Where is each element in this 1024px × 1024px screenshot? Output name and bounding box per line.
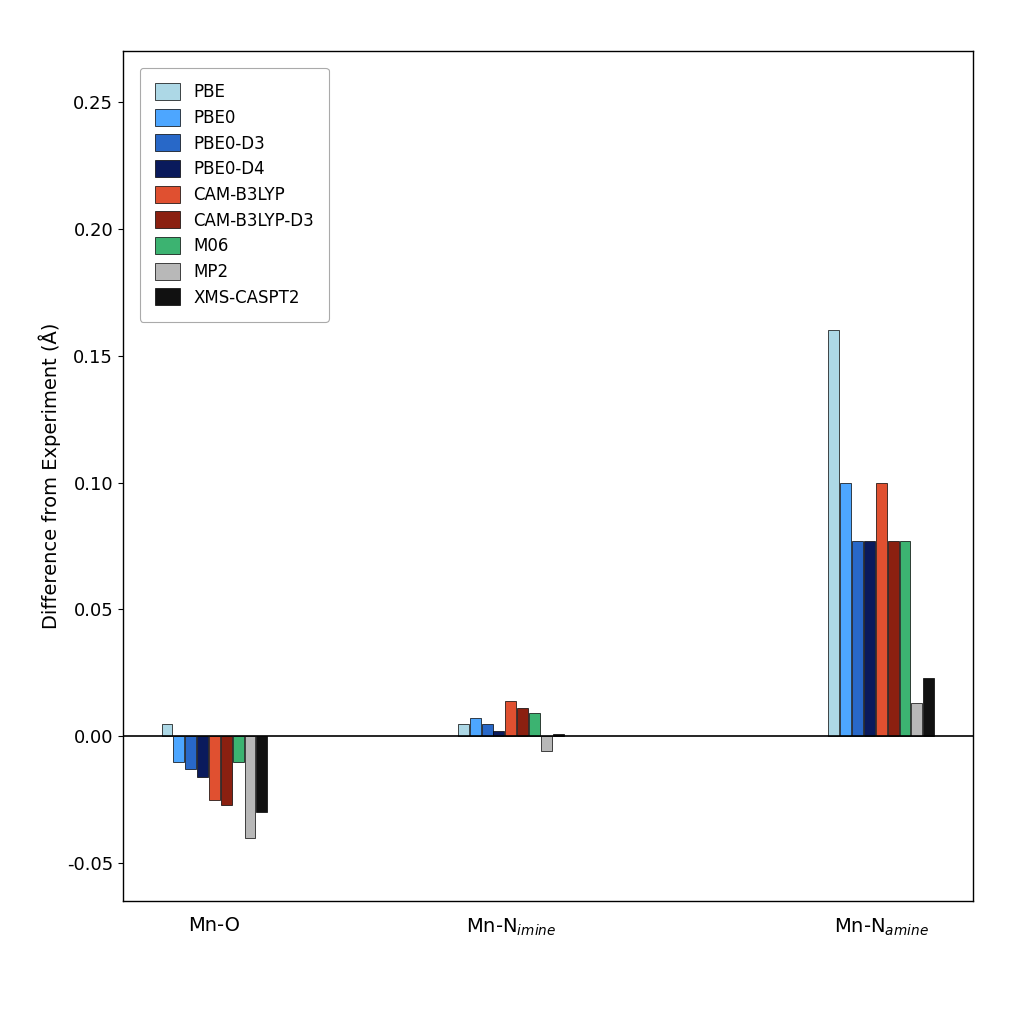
- Bar: [529, 714, 540, 736]
- Bar: [162, 724, 172, 736]
- Bar: [173, 736, 184, 762]
- Bar: [899, 541, 910, 736]
- Bar: [841, 482, 851, 736]
- Text: Mn-N$_{\it{imine}}$: Mn-N$_{\it{imine}}$: [466, 916, 556, 938]
- Text: Mn-N$_{\it{amine}}$: Mn-N$_{\it{amine}}$: [834, 916, 929, 938]
- Bar: [458, 724, 469, 736]
- Bar: [232, 736, 244, 762]
- Text: Mn-O: Mn-O: [188, 916, 241, 935]
- Y-axis label: Difference from Experiment (Å): Difference from Experiment (Å): [39, 323, 61, 630]
- Bar: [470, 719, 480, 736]
- Bar: [481, 724, 493, 736]
- Bar: [221, 736, 231, 805]
- Bar: [185, 736, 197, 769]
- Bar: [494, 731, 505, 736]
- Bar: [828, 331, 840, 736]
- Bar: [197, 736, 208, 777]
- Bar: [852, 541, 863, 736]
- Bar: [256, 736, 267, 812]
- Bar: [209, 736, 220, 800]
- Bar: [876, 482, 887, 736]
- Bar: [911, 703, 923, 736]
- Bar: [888, 541, 899, 736]
- Bar: [924, 678, 934, 736]
- Bar: [541, 736, 552, 752]
- Bar: [553, 733, 563, 736]
- Bar: [505, 700, 516, 736]
- Bar: [517, 709, 528, 736]
- Legend: PBE, PBE0, PBE0-D3, PBE0-D4, CAM-B3LYP, CAM-B3LYP-D3, M06, MP2, XMS-CASPT2: PBE, PBE0, PBE0-D3, PBE0-D4, CAM-B3LYP, …: [139, 68, 329, 322]
- Bar: [864, 541, 874, 736]
- Bar: [245, 736, 255, 838]
